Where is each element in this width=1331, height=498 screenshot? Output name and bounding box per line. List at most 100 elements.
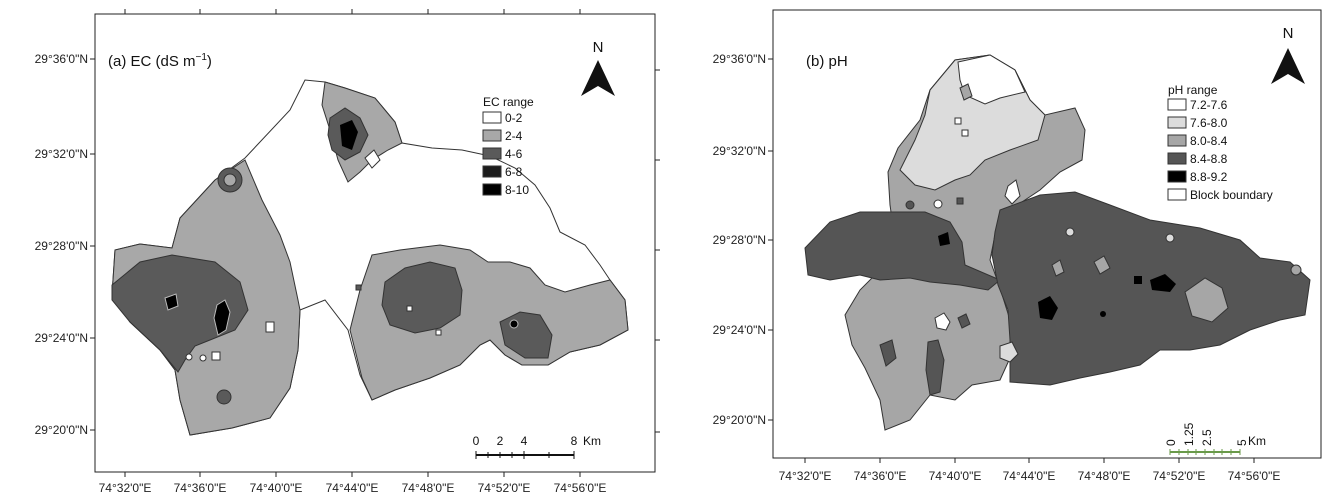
legend-swatch bbox=[1167, 134, 1187, 147]
ec-hole-0-2 bbox=[435, 329, 442, 336]
ec-spot-8-10 bbox=[164, 293, 179, 311]
ph-spot-8.8-9.2 bbox=[1150, 274, 1176, 292]
ph-patch-7.2-7.6 bbox=[933, 199, 943, 209]
ph-spot-8.8-9.2 bbox=[1134, 276, 1142, 284]
lon-label: 74°48'0"E bbox=[1078, 469, 1131, 483]
legend-swatch bbox=[1167, 170, 1187, 183]
legend-label: 7.2-7.6 bbox=[1190, 98, 1228, 112]
ph-patch-8.4-8.8 bbox=[957, 313, 971, 329]
ec-spot-8-10 bbox=[213, 299, 231, 336]
ph-zone-8.4-8.8-west bbox=[804, 211, 1001, 291]
north-label: N bbox=[593, 39, 604, 56]
lon-label: 74°48'0"E bbox=[402, 481, 455, 495]
scale-tick: 2.5 bbox=[1200, 429, 1214, 446]
ec-hole-0-2 bbox=[185, 353, 193, 361]
legend-title: pH range bbox=[1168, 83, 1218, 97]
ph-patch-7.2-7.6 bbox=[954, 117, 962, 125]
panel-b-scale-bar: 0 1.25 2.5 5 Km bbox=[1164, 422, 1266, 455]
ec-hole-0-2 bbox=[406, 305, 413, 312]
scale-tick: 4 bbox=[521, 434, 528, 448]
lat-label: 29°20'0"N bbox=[713, 413, 766, 427]
scale-unit: Km bbox=[1248, 434, 1266, 448]
lon-label: 74°40'0"E bbox=[250, 481, 303, 495]
ph-patch-7.2-7.6 bbox=[961, 129, 969, 137]
legend-swatch bbox=[1167, 116, 1187, 129]
ec-spot-8-10 bbox=[509, 319, 519, 329]
ec-spot-4-6 bbox=[216, 389, 232, 405]
north-arrow-icon bbox=[1271, 48, 1305, 84]
panel-a-title: (a) EC (dS m−1) bbox=[108, 52, 212, 70]
legend-label: 8-10 bbox=[505, 183, 529, 197]
ph-patch-8.0-8.4 bbox=[1051, 259, 1065, 277]
legend-swatch bbox=[1167, 152, 1187, 165]
ec-spot-inner bbox=[223, 173, 237, 187]
ph-patch-8.4-8.8 bbox=[905, 200, 915, 210]
scale-unit: Km bbox=[583, 434, 601, 448]
lat-label: 29°28'0"N bbox=[35, 239, 88, 253]
ph-patch-7.2-7.6 bbox=[934, 312, 951, 331]
lon-label: 74°56'0"E bbox=[1228, 469, 1281, 483]
lat-label: 29°32'0"N bbox=[35, 147, 88, 161]
lon-label: 74°52'0"E bbox=[1153, 469, 1206, 483]
ec-hole-0-2 bbox=[265, 321, 275, 333]
legend-label: 6-8 bbox=[505, 165, 523, 179]
ph-zone-8.4-8.8-east bbox=[991, 191, 1311, 386]
legend-label: 8.0-8.4 bbox=[1190, 134, 1228, 148]
lon-label: 74°36'0"E bbox=[854, 469, 907, 483]
lat-label: 29°28'0"N bbox=[713, 233, 766, 247]
ec-spot-8-10 bbox=[340, 120, 358, 150]
legend-label: Block boundary bbox=[1190, 188, 1273, 202]
north-label: N bbox=[1283, 25, 1294, 42]
panel-b-legend: pH range 7.2-7.6 7.6-8.0 8.0-8.4 8.4-8.8… bbox=[1167, 83, 1273, 202]
panel-b-lat-axis: 29°36'0"N 29°32'0"N 29°28'0"N 29°24'0"N … bbox=[713, 52, 773, 427]
legend-title: EC range bbox=[483, 95, 534, 109]
scale-tick: 0 bbox=[1164, 439, 1178, 446]
lat-label: 29°24'0"N bbox=[35, 331, 88, 345]
scale-tick: 0 bbox=[473, 434, 480, 448]
ph-zone-7.2-7.6 bbox=[957, 54, 1026, 105]
ec-hole-0-2 bbox=[199, 354, 207, 362]
ec-zone-4-6-center bbox=[381, 261, 463, 334]
lon-label: 74°36'0"E bbox=[174, 481, 227, 495]
ph-spot-8.8-9.2 bbox=[1100, 311, 1106, 317]
legend-swatch bbox=[482, 165, 502, 178]
panel-b-lon-axis: 74°32'0"E 74°36'0"E 74°40'0"E 74°44'0"E … bbox=[779, 458, 1281, 483]
legend-label: 7.6-8.0 bbox=[1190, 116, 1228, 130]
legend-swatch bbox=[482, 111, 502, 124]
panel-b-title: (b) pH bbox=[806, 53, 848, 70]
ec-hole-0-2 bbox=[211, 351, 221, 361]
lat-label: 29°32'0"N bbox=[713, 144, 766, 158]
legend-swatch bbox=[1167, 98, 1187, 111]
scale-tick: 8 bbox=[571, 434, 578, 448]
ph-spot-8.8-9.2 bbox=[1038, 296, 1058, 320]
legend-swatch bbox=[482, 183, 502, 196]
ec-zone-4-6-west bbox=[111, 254, 249, 373]
ph-patch-7.6-8.0 bbox=[1065, 227, 1075, 237]
ph-patch-7.6-8.0 bbox=[1165, 233, 1175, 243]
ph-patch-8.0-8.4 bbox=[959, 83, 973, 101]
lon-label: 74°32'0"E bbox=[99, 481, 152, 495]
ph-patch-8.0-8.4 bbox=[1290, 264, 1302, 276]
panel-a-lon-axis: 74°32'0"E 74°36'0"E 74°40'0"E 74°44'0"E … bbox=[99, 9, 606, 495]
ph-patch-8.0-8.4 bbox=[1184, 277, 1229, 323]
legend-label: 8.4-8.8 bbox=[1190, 152, 1228, 166]
legend-label: 0-2 bbox=[505, 111, 523, 125]
ph-patch-7.2-7.6 bbox=[1004, 179, 1021, 205]
north-arrow-icon bbox=[581, 60, 615, 96]
ec-hole-0-2 bbox=[364, 149, 381, 169]
lat-label: 29°24'0"N bbox=[713, 323, 766, 337]
panel-a-lat-axis: 29°36'0"N 29°32'0"N 29°28'0"N 29°24'0"N … bbox=[35, 52, 660, 437]
ph-patch-7.6-8.0 bbox=[999, 341, 1019, 363]
lon-label: 74°40'0"E bbox=[929, 469, 982, 483]
legend-label: 2-4 bbox=[505, 129, 523, 143]
ph-patch-8.4-8.8 bbox=[956, 197, 964, 205]
ph-patch-8.0-8.4 bbox=[1093, 255, 1111, 275]
legend-label: 4-6 bbox=[505, 147, 523, 161]
scale-tick: 1.25 bbox=[1182, 422, 1196, 446]
panel-a-scale-bar: 0 2 4 8 Km bbox=[473, 434, 601, 459]
panel-a-legend: EC range 0-2 2-4 4-6 6-8 8-10 bbox=[482, 95, 534, 197]
lat-label: 29°20'0"N bbox=[35, 423, 88, 437]
ph-spot-8.8-9.2 bbox=[938, 232, 950, 246]
lon-label: 74°44'0"E bbox=[1003, 469, 1056, 483]
